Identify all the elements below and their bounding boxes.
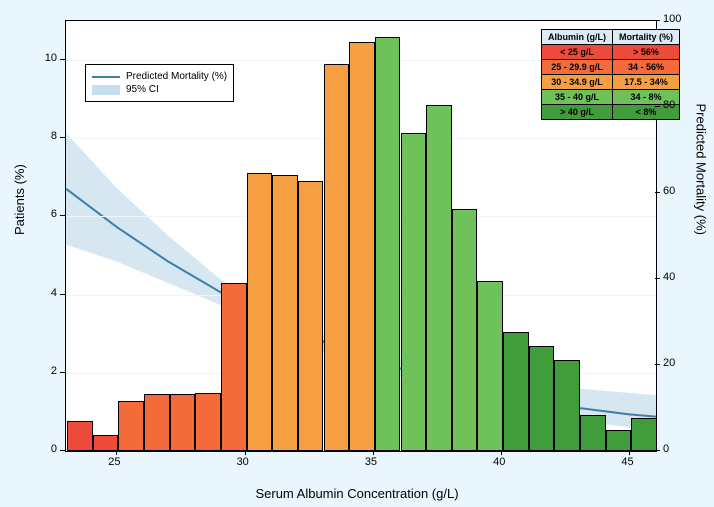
swatch-icon [92,85,120,95]
histogram-bar [452,209,478,451]
y-left-tick-label: 8 [51,130,57,142]
histogram-bar [349,42,375,451]
legend-item: 95% CI [92,84,227,95]
y-right-tick-label: 80 [663,99,675,111]
histogram-bar [401,133,427,451]
histogram-bar [67,421,93,451]
y-left-tick-label: 6 [51,208,57,220]
histogram-bar [477,281,503,451]
x-tick-label: 25 [108,456,120,468]
x-tick-label: 35 [365,456,377,468]
histogram-bar [580,415,606,451]
y-left-tick-label: 10 [45,52,57,64]
y-left-tick-label: 4 [51,287,57,299]
table-cell: > 40 g/L [542,105,613,120]
y-right-tick-label: 20 [663,357,675,369]
y-right-tick-label: 100 [663,13,681,25]
table-cell: 35 - 40 g/L [542,90,613,105]
y-left-tick-label: 2 [51,365,57,377]
chart-container: Patients (%) Predicted Mortality (%) Ser… [0,0,714,507]
table-cell: 17.5 - 34% [613,75,680,90]
y-right-tick-label: 0 [663,443,669,455]
table-cell: 34 - 56% [613,60,680,75]
x-tick-label: 45 [621,456,633,468]
histogram-bar [118,401,144,451]
histogram-bar [503,332,529,451]
legend-box: Predicted Mortality (%) 95% CI [85,64,234,102]
legend-label: Predicted Mortality (%) [126,71,227,82]
histogram-bar [247,173,273,451]
y-left-tick-label: 0 [51,443,57,455]
y-left-label: Patients (%) [12,164,27,235]
histogram-bar [529,346,555,451]
table-cell: > 56% [613,45,680,60]
table-cell: 30 - 34.9 g/L [542,75,613,90]
histogram-bar [195,393,221,451]
line-icon [92,76,120,78]
histogram-bar [93,435,119,451]
legend-label: 95% CI [126,84,159,95]
histogram-bar [221,283,247,451]
y-right-label: Predicted Mortality (%) [693,104,708,235]
histogram-bar [144,394,170,452]
table-row: 25 - 29.9 g/L34 - 56% [542,60,680,75]
histogram-bar [170,394,196,452]
table-row: 35 - 40 g/L34 - 8% [542,90,680,105]
x-tick-label: 30 [237,456,249,468]
table-row: 30 - 34.9 g/L17.5 - 34% [542,75,680,90]
histogram-bar [554,360,580,451]
histogram-bar [272,175,298,451]
y-right-tick-label: 60 [663,185,675,197]
histogram-bar [606,430,632,451]
x-tick-label: 40 [493,456,505,468]
table-row: < 25 g/L> 56% [542,45,680,60]
table-cell: 25 - 29.9 g/L [542,60,613,75]
histogram-bar [631,418,657,451]
histogram-bar [426,105,452,451]
table-header: Mortality (%) [613,30,680,45]
table-header: Albumin (g/L) [542,30,613,45]
legend-item: Predicted Mortality (%) [92,71,227,82]
y-right-tick-label: 40 [663,271,675,283]
table-cell: < 25 g/L [542,45,613,60]
histogram-bar [375,37,401,451]
histogram-bar [324,64,350,451]
histogram-bar [298,181,324,451]
x-label: Serum Albumin Concentration (g/L) [255,486,458,501]
